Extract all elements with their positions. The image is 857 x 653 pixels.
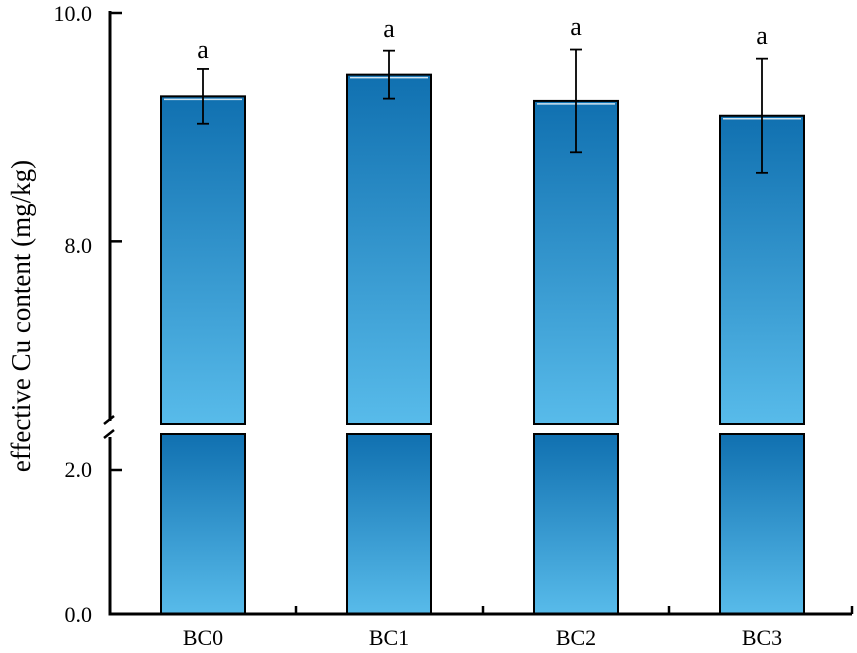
axes-layer bbox=[103, 11, 854, 616]
bar-bc3-lower bbox=[719, 433, 805, 615]
y-axis-title: effective Cu content (mg/kg) bbox=[6, 160, 36, 472]
x-tick-label-bc3: BC3 bbox=[742, 625, 782, 650]
y-tick-label-10: 10.0 bbox=[54, 1, 93, 26]
significance-label-bc3: a bbox=[756, 21, 768, 50]
y-tick-label-0: 0.0 bbox=[65, 602, 93, 627]
bar-bc2-lower bbox=[533, 433, 619, 615]
y-axis-break-mark-bottom bbox=[103, 429, 115, 439]
bar-bc0-lower bbox=[160, 433, 246, 615]
x-tick-label-bc2: BC2 bbox=[556, 625, 596, 650]
y-tick-label-8: 8.0 bbox=[65, 233, 93, 258]
significance-label-bc2: a bbox=[570, 12, 582, 41]
x-tick-label-bc1: BC1 bbox=[369, 625, 409, 650]
bar-bc0-upper bbox=[160, 95, 246, 425]
error-bars-layer bbox=[197, 48, 768, 174]
y-axis-break-mark-top bbox=[103, 415, 115, 425]
significance-label-bc0: a bbox=[197, 35, 209, 64]
x-tick-label-bc0: BC0 bbox=[183, 625, 223, 650]
bar-bc1-lower bbox=[346, 433, 432, 615]
bar-bc2-upper bbox=[533, 99, 619, 426]
bar-bc1-upper bbox=[346, 73, 432, 426]
y-tick-label-2: 2.0 bbox=[65, 457, 93, 482]
bars-layer bbox=[160, 73, 805, 615]
significance-label-bc1: a bbox=[383, 14, 395, 43]
